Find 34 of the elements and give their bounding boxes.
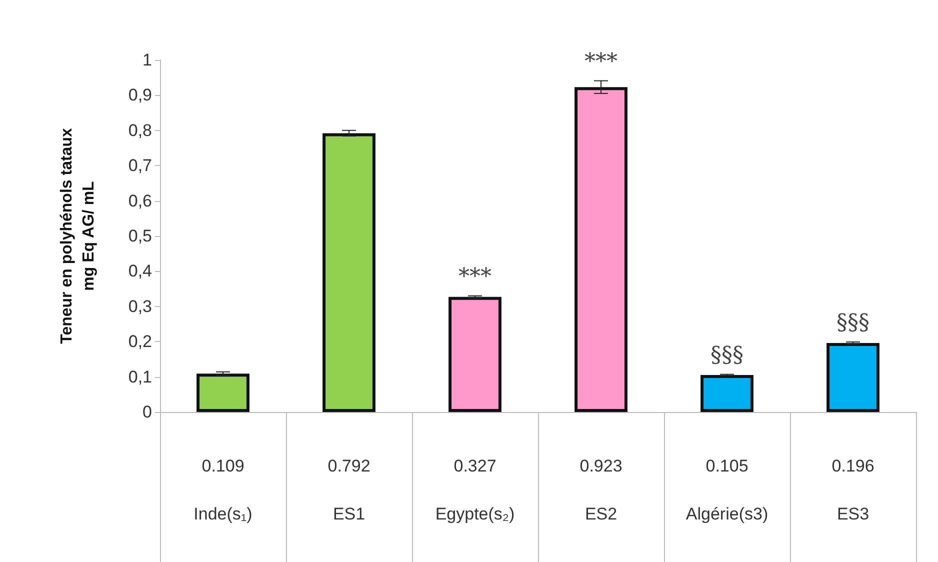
y-tick-label: 0,2 [128, 332, 152, 352]
y-tick-label: 0,1 [128, 367, 152, 386]
y-tick-label: 0,4 [128, 262, 152, 281]
y-tick-label: 0,8 [128, 120, 152, 140]
annotation: §§§ [836, 310, 870, 336]
data-label: 0.196 [832, 456, 874, 476]
data-label: 0.923 [580, 456, 622, 476]
bar [700, 375, 754, 412]
data-label: 0.105 [706, 456, 748, 476]
bar [826, 343, 880, 412]
y-tick-label: 0,9 [128, 86, 152, 105]
x-tick-label: ES1 [332, 504, 366, 524]
y-axis-title: Teneur en polyhénols tataux mg Eq AG/ mL [58, 128, 98, 344]
data-label: 0.792 [328, 456, 370, 476]
annotation: *** [584, 49, 618, 74]
y-tick-label: 0 [142, 402, 152, 422]
data-label: 0.109 [202, 456, 244, 476]
annotation: §§§ [710, 342, 744, 368]
bar [448, 296, 502, 412]
y-tick-label: 0,5 [128, 226, 152, 246]
x-tick-label: ES2 [584, 504, 618, 524]
bar [574, 87, 628, 412]
x-tick-label: Inde(s₁) [194, 504, 252, 524]
x-tick-label: Egypte(s₂) [435, 504, 515, 524]
x-tick-label: Algérie(s3) [686, 504, 768, 524]
y-tick-label: 0,7 [128, 156, 152, 176]
y-tick-label: 0,6 [128, 191, 152, 210]
data-label: 0.327 [454, 456, 496, 476]
annotation: *** [458, 264, 492, 290]
bar [322, 133, 376, 412]
x-tick-label: ES3 [836, 504, 870, 524]
y-tick-label: 1 [142, 50, 152, 70]
bar [196, 374, 250, 412]
y-tick-label: 0,3 [128, 296, 152, 316]
